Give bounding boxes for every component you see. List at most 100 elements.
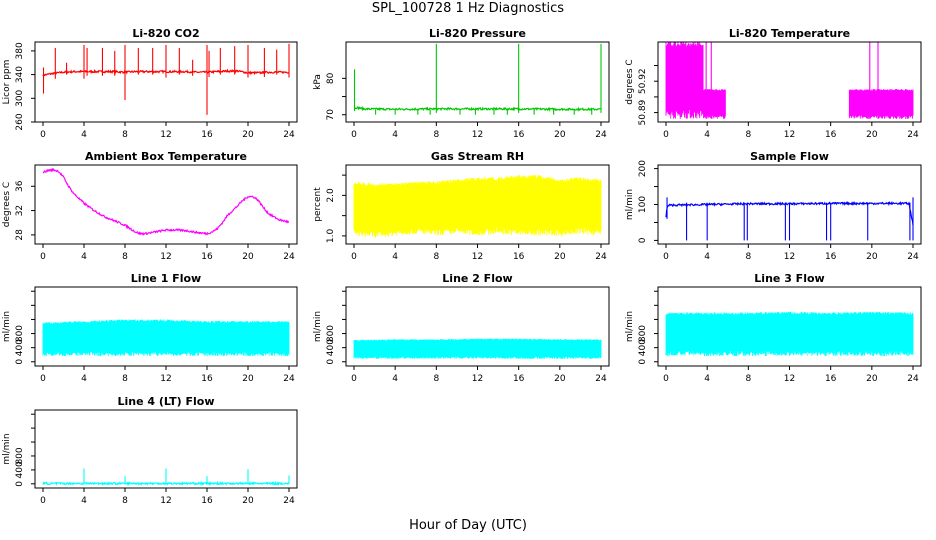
- figure-x-axis-label: Hour of Day (UTC): [409, 518, 527, 533]
- x-tick-label: 0: [663, 130, 669, 140]
- x-tick-label: 20: [866, 374, 878, 384]
- y-axis-label: ml/min: [2, 433, 12, 464]
- y-tick-label: 260: [15, 113, 25, 130]
- panel-title: Li-820 Pressure: [429, 27, 526, 40]
- y-axis-label: ml/min: [2, 311, 12, 342]
- panel-sample-flow: Sample Flow ml/min 0 100 200 0 4 8 12 16 20 24: [625, 150, 922, 262]
- x-tick-label: 4: [81, 130, 87, 140]
- x-tick-label: 8: [745, 252, 751, 262]
- panel-title: Line 3 Flow: [754, 272, 824, 285]
- data-marks: [42, 43, 290, 115]
- data-marks: [353, 43, 602, 115]
- x-tick-label: 24: [595, 252, 607, 262]
- x-tick-label: 0: [40, 374, 46, 384]
- panel-title: Li-820 Temperature: [729, 27, 850, 40]
- y-tick-label: 0: [638, 237, 648, 243]
- x-tick-label: 12: [160, 374, 171, 384]
- y-tick-label: 1.0: [326, 228, 336, 243]
- y-tick-label: 400: [638, 339, 648, 356]
- y-tick-label: 800: [15, 325, 25, 342]
- x-tick-label: 0: [351, 252, 357, 262]
- panel-title: Gas Stream RH: [431, 150, 524, 163]
- x-tick-label: 0: [40, 130, 46, 140]
- x-tick-label: 12: [472, 374, 483, 384]
- y-tick-label: 70: [326, 109, 336, 121]
- x-tick-label: 16: [201, 130, 213, 140]
- x-tick-label: 16: [513, 130, 525, 140]
- x-tick-label: 20: [866, 130, 878, 140]
- y-tick-label: 400: [15, 339, 25, 356]
- y-axis-label: ml/min: [625, 311, 635, 342]
- y-tick-label: 300: [15, 89, 25, 106]
- x-tick-label: 4: [81, 374, 87, 384]
- x-tick-label: 16: [825, 252, 837, 262]
- y-tick-label: 0: [326, 359, 336, 365]
- data-marks: [665, 42, 914, 119]
- x-tick-label: 24: [283, 252, 295, 262]
- plot-frame: [34, 164, 298, 245]
- x-tick-label: 8: [122, 374, 128, 384]
- y-axis-label: ml/min: [313, 311, 323, 342]
- panel-ambient-box-temperature: Ambient Box Temperature degrees C28 32 36 0 4…: [2, 150, 298, 262]
- x-tick-label: 0: [663, 374, 669, 384]
- x-tick-label: 8: [745, 130, 751, 140]
- y-axis-label: Licor ppm: [2, 60, 12, 105]
- y-tick-label: 800: [638, 325, 648, 342]
- series-band: [353, 175, 602, 238]
- x-tick-label: 8: [433, 252, 439, 262]
- y-axis-label: percent: [313, 187, 323, 222]
- x-tick-label: 24: [907, 374, 919, 384]
- x-tick-label: 24: [595, 130, 607, 140]
- x-tick-label: 8: [433, 130, 439, 140]
- y-axis-label: ml/min: [625, 189, 635, 220]
- panel-title: Line 1 Flow: [131, 272, 201, 285]
- y-axis-label: kPa: [313, 74, 323, 90]
- x-tick-label: 0: [663, 252, 669, 262]
- x-tick-label: 16: [513, 374, 525, 384]
- series-band: [665, 42, 914, 119]
- x-tick-label: 4: [392, 374, 398, 384]
- x-tick-label: 20: [242, 130, 254, 140]
- y-tick-label: 36: [15, 180, 25, 192]
- x-tick-label: 20: [242, 252, 254, 262]
- x-tick-label: 24: [283, 496, 295, 506]
- y-tick-label: 50.92: [638, 68, 648, 94]
- x-tick-label: 0: [351, 374, 357, 384]
- x-tick-label: 16: [201, 496, 213, 506]
- x-tick-label: 16: [201, 252, 213, 262]
- x-tick-label: 12: [472, 130, 483, 140]
- x-tick-label: 4: [704, 252, 710, 262]
- x-tick-label: 4: [392, 130, 398, 140]
- data-marks: [353, 175, 602, 238]
- x-tick-label: 20: [554, 252, 566, 262]
- figure-title: SPL_100728 1 Hz Diagnostics: [371, 1, 565, 16]
- y-tick-label: 32: [15, 205, 25, 216]
- x-tick-label: 4: [392, 252, 398, 262]
- x-tick-label: 12: [784, 252, 795, 262]
- data-marks: [42, 319, 290, 357]
- x-tick-label: 0: [40, 496, 46, 506]
- x-tick-label: 12: [784, 130, 795, 140]
- y-tick-label: 2.0: [326, 188, 336, 203]
- series-line: [42, 167, 290, 236]
- panel-title: Ambient Box Temperature: [85, 150, 247, 163]
- x-tick-label: 16: [513, 252, 525, 262]
- x-tick-label: 16: [201, 374, 213, 384]
- x-tick-label: 24: [907, 252, 919, 262]
- x-tick-label: 16: [825, 374, 837, 384]
- x-tick-label: 8: [122, 252, 128, 262]
- x-tick-label: 20: [866, 252, 878, 262]
- x-tick-label: 24: [283, 374, 295, 384]
- y-tick-label: 0: [15, 481, 25, 487]
- x-tick-label: 8: [122, 496, 128, 506]
- data-marks: [42, 167, 290, 236]
- data-marks: [665, 311, 914, 357]
- panel-title: Line 4 (LT) Flow: [118, 395, 215, 408]
- x-tick-label: 8: [745, 374, 751, 384]
